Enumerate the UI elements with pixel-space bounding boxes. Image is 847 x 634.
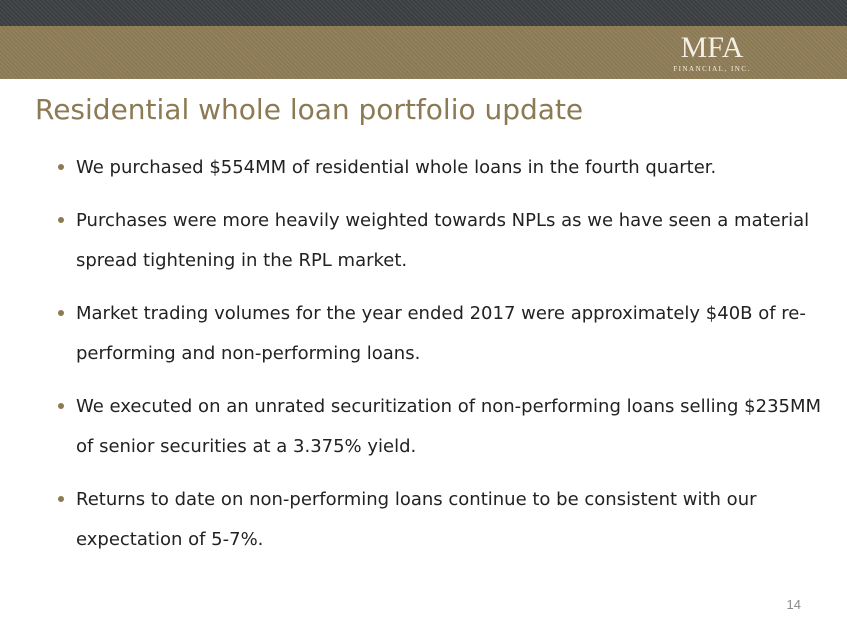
bullet-item: We purchased $554MM of residential whole… xyxy=(58,148,823,188)
bullet-dot-icon xyxy=(58,164,64,170)
bullet-text: Purchases were more heavily weighted tow… xyxy=(76,210,810,271)
bullet-dot-icon xyxy=(58,217,64,223)
bullet-text: We purchased $554MM of residential whole… xyxy=(76,157,717,178)
bullet-item: Returns to date on non-performing loans … xyxy=(58,480,823,560)
bullet-text: We executed on an unrated securitization… xyxy=(76,396,822,457)
page-number: 14 xyxy=(786,597,801,612)
bullet-text: Returns to date on non-performing loans … xyxy=(76,489,757,550)
bullet-item: We executed on an unrated securitization… xyxy=(58,387,823,467)
header-gold-band xyxy=(0,26,847,79)
company-logo: MFA FINANCIAL, INC. xyxy=(667,31,757,74)
bullet-item: Purchases were more heavily weighted tow… xyxy=(58,201,823,281)
bullet-dot-icon xyxy=(58,310,64,316)
logo-subtitle: FINANCIAL, INC. xyxy=(673,65,751,73)
bullet-dot-icon xyxy=(58,496,64,502)
logo-mark: MFA xyxy=(680,31,744,64)
slide-title: Residential whole loan portfolio update xyxy=(35,93,584,126)
bullet-list: We purchased $554MM of residential whole… xyxy=(58,148,823,573)
top-dark-band xyxy=(0,0,847,26)
bullet-item: Market trading volumes for the year ende… xyxy=(58,294,823,374)
bullet-text: Market trading volumes for the year ende… xyxy=(76,303,806,364)
bullet-dot-icon xyxy=(58,403,64,409)
